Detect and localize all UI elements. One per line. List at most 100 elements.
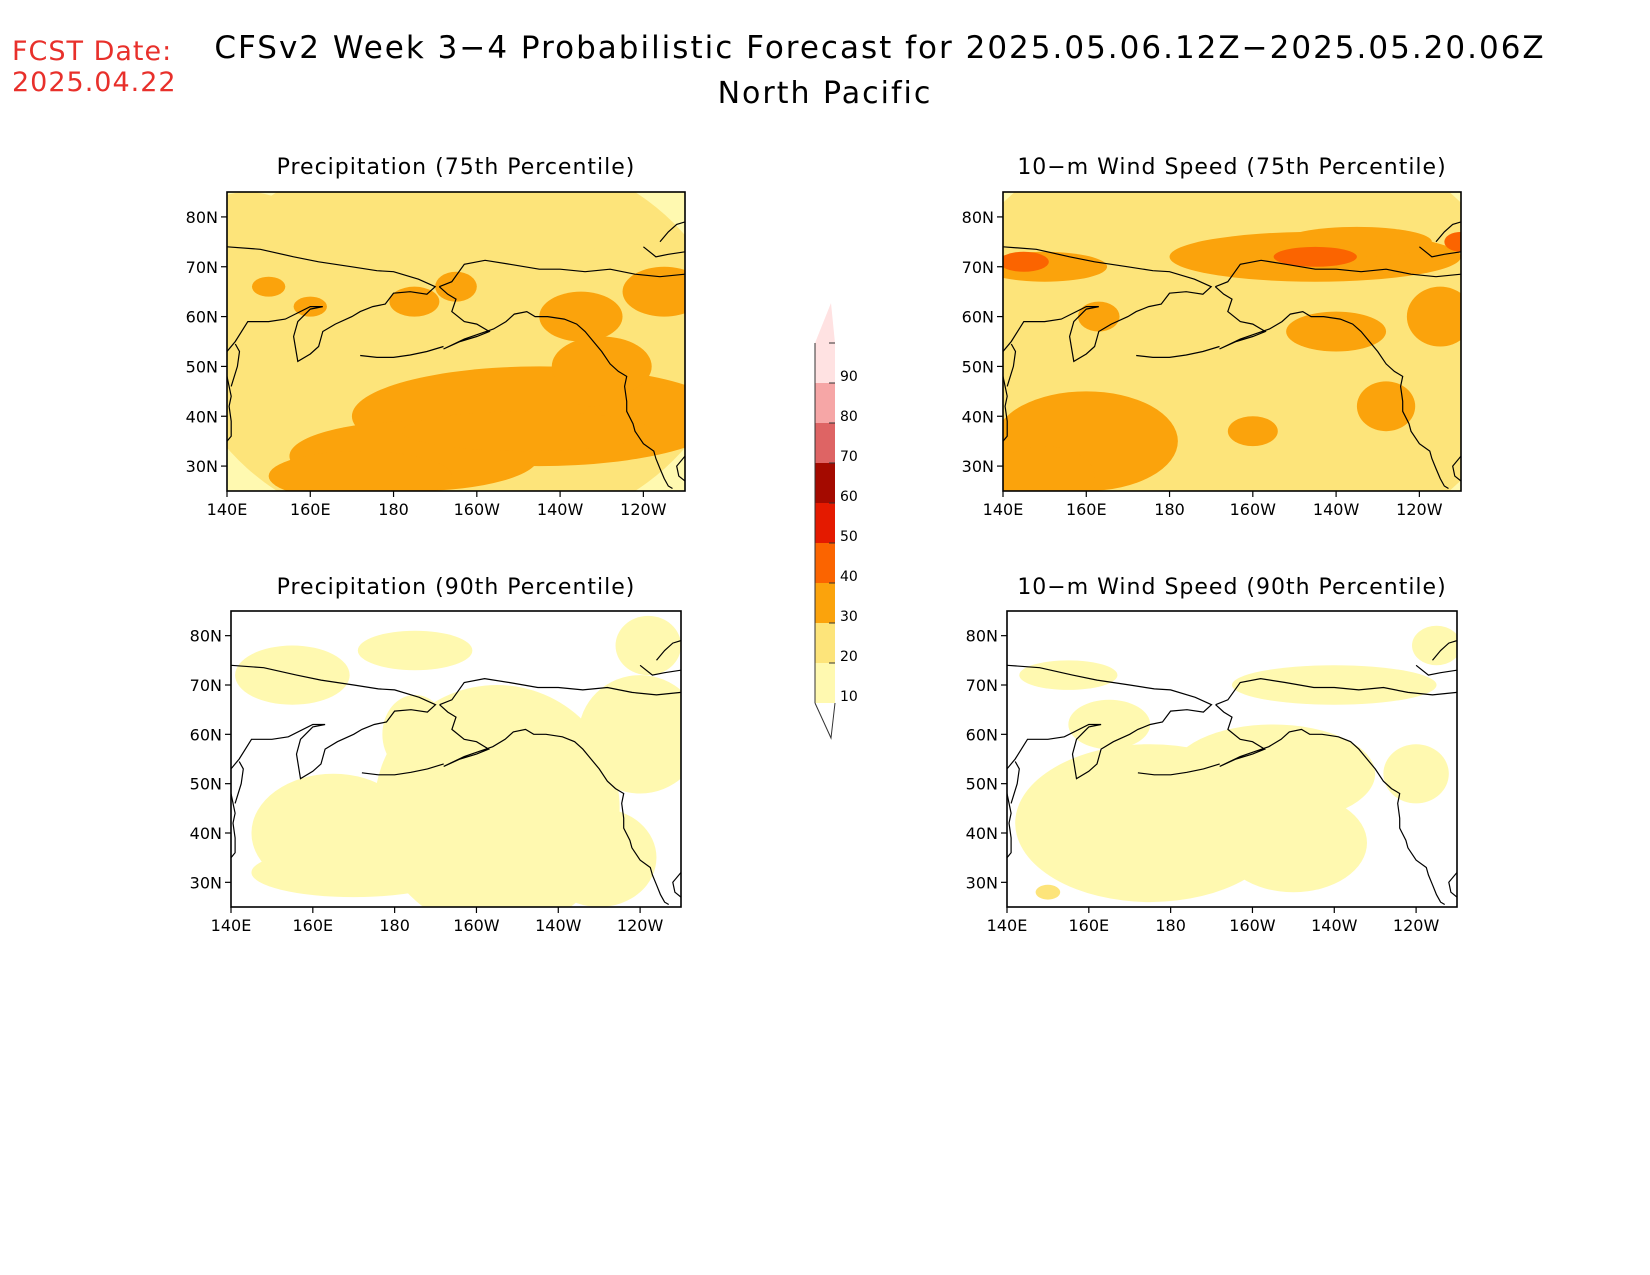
x-tick-label: 140E bbox=[987, 916, 1028, 935]
colorbar-label: 80 bbox=[840, 409, 858, 425]
y-tick-label: 80N bbox=[962, 208, 994, 227]
y-tick-label: 30N bbox=[962, 457, 994, 476]
y-tick-label: 80N bbox=[190, 627, 222, 646]
probability-contour bbox=[1227, 416, 1278, 447]
x-tick-label: 160W bbox=[1229, 916, 1276, 935]
coastline bbox=[1214, 286, 1449, 490]
colorbar-upper-extension bbox=[815, 303, 835, 343]
coastline bbox=[639, 664, 681, 676]
map-panel-wind90: 10−m Wind Speed (90th Percentile) 140E 160… bbox=[966, 575, 1458, 935]
colorbar-segment bbox=[815, 503, 835, 543]
y-tick-label: 70N bbox=[186, 258, 218, 277]
coastline bbox=[672, 872, 681, 898]
coastline bbox=[1137, 763, 1220, 776]
x-tick-label: 160E bbox=[1068, 916, 1109, 935]
x-tick-label: 180 bbox=[378, 500, 409, 519]
coastline bbox=[1419, 246, 1461, 258]
y-tick-label: 50N bbox=[186, 357, 218, 376]
coastline bbox=[1215, 677, 1457, 706]
colorbar-segment bbox=[815, 343, 835, 383]
colorbar-segment bbox=[815, 583, 835, 623]
coastline bbox=[1435, 221, 1461, 243]
probability-contour bbox=[227, 192, 311, 292]
x-tick-label: 140W bbox=[1311, 916, 1358, 935]
probability-field bbox=[227, 192, 685, 491]
coastline bbox=[643, 246, 685, 258]
probability-contour bbox=[401, 411, 652, 452]
coastline bbox=[234, 761, 244, 804]
probability-contour bbox=[235, 645, 350, 705]
x-tick-label: 160E bbox=[290, 500, 331, 519]
probability-contour bbox=[435, 271, 477, 302]
y-tick-label: 40N bbox=[186, 407, 218, 426]
probability-contour bbox=[1019, 660, 1118, 690]
coastline bbox=[1136, 345, 1220, 358]
y-tick-label: 30N bbox=[966, 873, 998, 892]
y-tick-label: 70N bbox=[190, 676, 222, 695]
probability-contour bbox=[541, 808, 657, 907]
probability-contour bbox=[1003, 446, 1095, 491]
panel-title: Precipitation (75th Percentile) bbox=[277, 155, 636, 180]
forecast-date-label: FCST Date: bbox=[12, 36, 173, 67]
coastline bbox=[1448, 872, 1457, 898]
x-tick-label: 140W bbox=[1313, 500, 1360, 519]
y-tick-label: 40N bbox=[962, 407, 994, 426]
x-tick-label: 160W bbox=[1230, 500, 1277, 519]
map-frame bbox=[1002, 191, 1462, 492]
y-tick-label: 70N bbox=[962, 258, 994, 277]
coastline bbox=[656, 640, 681, 661]
colorbar-segment bbox=[815, 423, 835, 463]
coastline bbox=[439, 704, 670, 906]
colorbar-label: 90 bbox=[840, 369, 858, 385]
coastline bbox=[227, 246, 437, 363]
coastline bbox=[1215, 704, 1446, 906]
probability-contour bbox=[268, 451, 452, 491]
colorbar-label: 10 bbox=[840, 689, 858, 705]
x-tick-label: 180 bbox=[1155, 916, 1186, 935]
colorbar-label: 50 bbox=[840, 529, 858, 545]
x-tick-label: 180 bbox=[379, 916, 410, 935]
map-frame bbox=[230, 610, 682, 908]
y-tick-label: 50N bbox=[962, 357, 994, 376]
colorbar-label: 70 bbox=[840, 449, 858, 465]
coastline bbox=[1452, 455, 1461, 482]
colorbar-segment bbox=[815, 663, 835, 703]
x-tick-label: 140E bbox=[207, 500, 248, 519]
coastline bbox=[1007, 793, 1012, 859]
x-tick-label: 120W bbox=[1396, 500, 1443, 519]
y-tick-label: 60N bbox=[186, 308, 218, 327]
x-tick-label: 120W bbox=[1393, 916, 1440, 935]
coastline bbox=[659, 221, 685, 243]
x-tick-label: 180 bbox=[1154, 500, 1185, 519]
map-panel-wind75: 10−m Wind Speed (75th Percentile) 140E 160… bbox=[962, 155, 1462, 519]
x-tick-label: 160E bbox=[292, 916, 333, 935]
coastline bbox=[1415, 664, 1457, 676]
x-tick-label: 160E bbox=[1066, 500, 1107, 519]
probability-contour bbox=[560, 366, 627, 407]
x-tick-label: 140W bbox=[535, 916, 582, 935]
probability-contour bbox=[251, 276, 286, 297]
y-tick-label: 40N bbox=[190, 824, 222, 843]
panel-title: 10−m Wind Speed (90th Percentile) bbox=[1017, 575, 1446, 600]
coastline bbox=[231, 664, 437, 780]
y-tick-label: 40N bbox=[966, 824, 998, 843]
panel-title: 10−m Wind Speed (75th Percentile) bbox=[1017, 155, 1446, 180]
coastline bbox=[1003, 376, 1008, 442]
coastline bbox=[439, 677, 681, 706]
y-tick-label: 50N bbox=[190, 775, 222, 794]
probability-contour bbox=[1286, 311, 1387, 352]
panel-title: Precipitation (90th Percentile) bbox=[277, 575, 636, 600]
y-tick-label: 70N bbox=[966, 676, 998, 695]
x-tick-label: 160W bbox=[454, 500, 501, 519]
y-tick-label: 30N bbox=[190, 873, 222, 892]
coastline bbox=[676, 455, 685, 482]
probability-contour bbox=[389, 286, 440, 317]
x-tick-label: 140W bbox=[537, 500, 584, 519]
probability-contour bbox=[1035, 884, 1061, 900]
coastline bbox=[1432, 640, 1457, 661]
coastline bbox=[438, 286, 673, 490]
probability-contour bbox=[1406, 286, 1461, 347]
probability-contour bbox=[357, 630, 473, 671]
coastline bbox=[227, 376, 232, 442]
probability-contour bbox=[578, 675, 681, 794]
